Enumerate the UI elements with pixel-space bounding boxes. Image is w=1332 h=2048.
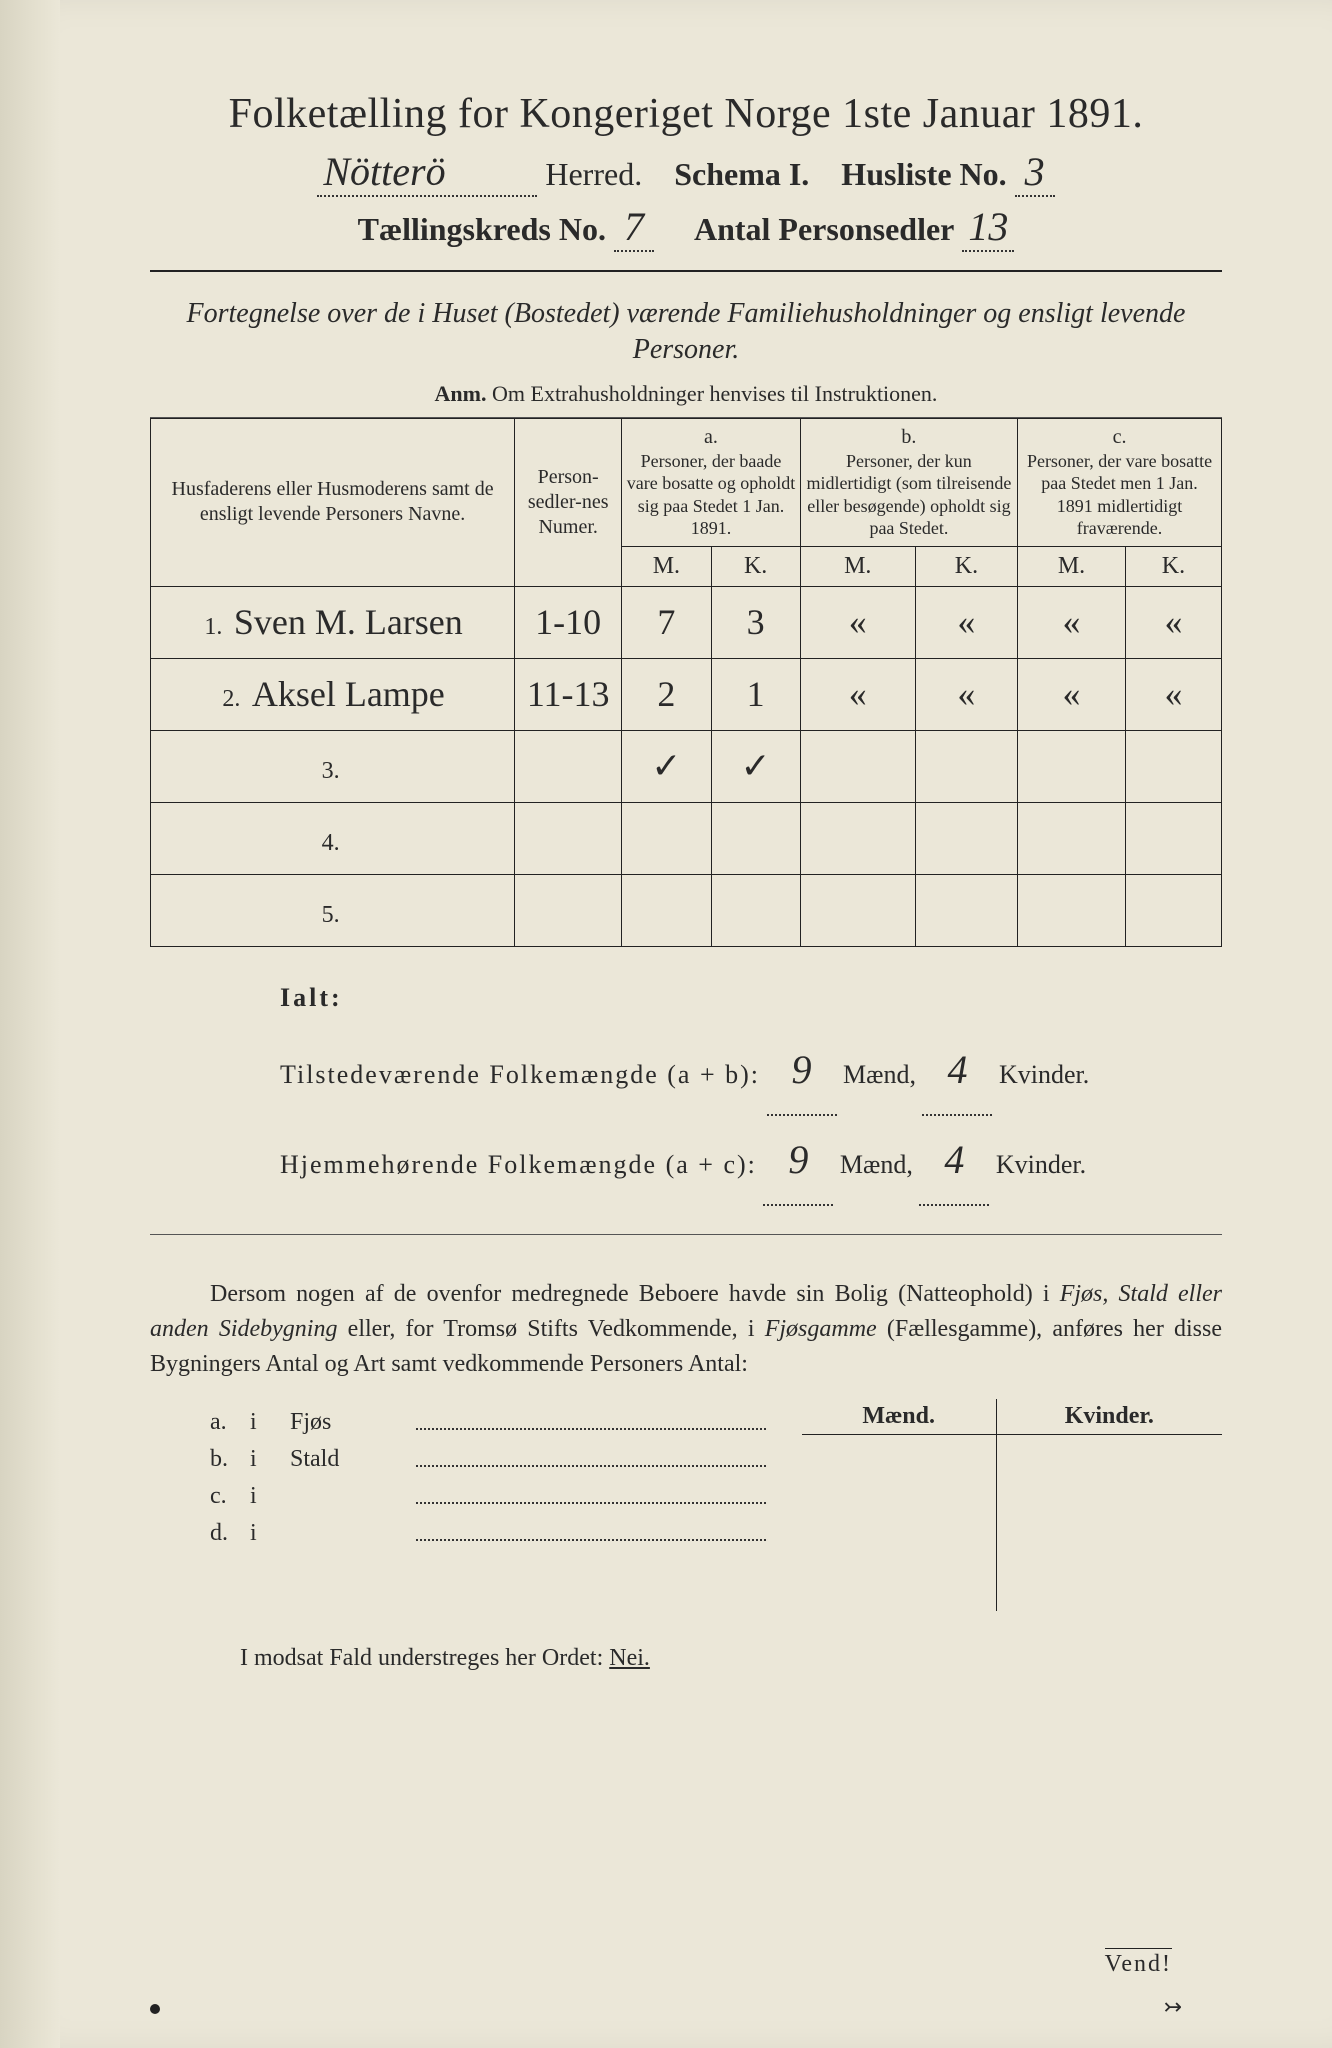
hjemme-label: Hjemmehørende Folkemængde (a + c):: [280, 1150, 757, 1179]
kreds-label: Tællingskreds No.: [358, 211, 606, 247]
tilstede-m: 9: [767, 1026, 837, 1116]
census-form-page: Folketælling for Kongeriget Norge 1ste J…: [0, 0, 1332, 2048]
nei-word: Nei.: [609, 1645, 650, 1671]
kreds-no: 7: [614, 203, 654, 252]
th-nummer: Person-sedler-nes Numer.: [515, 418, 622, 586]
kreds-line: Tællingskreds No. 7 Antal Personsedler 1…: [150, 203, 1222, 252]
th-c-k: K.: [1125, 546, 1221, 586]
census-table: Husfaderens eller Husmoderens samt de en…: [150, 418, 1222, 947]
th-b-k: K.: [915, 546, 1017, 586]
modsat-text: I modsat Fald understreges her Ordet:: [240, 1645, 603, 1671]
anm-visible: Om Extrahusholdninger henvises til Instr…: [492, 381, 937, 406]
th-b-body: Personer, der kun midlertidigt (som tilr…: [805, 450, 1013, 540]
outbuilding-section: a.iFjøs b.iStald c.i d.i Mænd. Kvinder.: [150, 1399, 1222, 1611]
outbuilding-row: c.i: [210, 1483, 772, 1510]
table-row: 2. Aksel Lampe11-1321««««: [151, 658, 1222, 730]
tilstede-label: Tilstedeværende Folkemængde (a + b):: [280, 1060, 760, 1089]
punch-dot-left: [150, 2004, 160, 2014]
th-c: c. Personer, der vare bosatte paa Stedet…: [1018, 418, 1222, 546]
hjemme-line: Hjemmehørende Folkemængde (a + c): 9 Mæn…: [280, 1116, 1222, 1206]
herred-label: Herred.: [545, 156, 642, 192]
th-a-k: K.: [711, 546, 800, 586]
maend-label-2: Mænd,: [840, 1150, 913, 1179]
corner-mark: ↣: [1164, 1994, 1182, 2020]
herred-line: Nötterö Herred. Schema I. Husliste No. 3: [150, 148, 1222, 197]
tilstede-line: Tilstedeværende Folkemængde (a + b): 9 M…: [280, 1026, 1222, 1116]
husliste-no: 3: [1015, 148, 1055, 197]
ialt-label: Ialt:: [280, 983, 343, 1012]
hjemme-k: 4: [919, 1116, 989, 1206]
modsat-line: I modsat Fald understreges her Ordet: Ne…: [150, 1645, 1222, 1672]
outbuilding-row: b.iStald: [210, 1446, 772, 1473]
dersom-paragraph: Dersom nogen af de ovenfor medregnede Be…: [150, 1277, 1222, 1381]
mk-table: Mænd. Kvinder.: [802, 1399, 1222, 1611]
tilstede-k: 4: [922, 1026, 992, 1116]
hjemme-m: 9: [763, 1116, 833, 1206]
kvinder-label-1: Kvinder.: [999, 1060, 1089, 1089]
th-c-top: c.: [1022, 425, 1217, 450]
divider: [150, 270, 1222, 272]
mk-maend: Mænd.: [802, 1399, 996, 1435]
th-b-top: b.: [805, 425, 1013, 450]
table-row: 4.: [151, 802, 1222, 874]
th-b: b. Personer, der kun midlertidigt (som t…: [800, 418, 1017, 546]
table-row: 3. ✓✓: [151, 730, 1222, 802]
schema-label: Schema I.: [674, 156, 809, 192]
herred-value: Nötterö: [317, 148, 537, 197]
mk-wrapper: Mænd. Kvinder.: [802, 1399, 1222, 1611]
husliste-label: Husliste No.: [841, 156, 1006, 192]
outbuilding-row: d.i: [210, 1520, 772, 1547]
table-body: 1. Sven M. Larsen1-1073««««2. Aksel Lamp…: [151, 586, 1222, 946]
anm-note: Anm. Anm. Om Extrahusholdninger henvises…: [150, 381, 1222, 407]
outbuilding-row: a.iFjøs: [210, 1409, 772, 1436]
page-title: Folketælling for Kongeriget Norge 1ste J…: [150, 90, 1222, 138]
antal-no: 13: [962, 203, 1014, 252]
antal-label: Antal Personsedler: [694, 211, 954, 247]
totals-block: Ialt: Tilstedeværende Folkemængde (a + b…: [150, 969, 1222, 1206]
vend-label: Vend!: [1105, 1948, 1172, 1978]
subtitle: Fortegnelse over de i Huset (Bostedet) v…: [150, 296, 1222, 369]
th-a-m: M.: [622, 546, 711, 586]
th-a: a. Personer, der baade vare bosatte og o…: [622, 418, 801, 546]
th-a-top: a.: [626, 425, 796, 450]
title-block: Folketælling for Kongeriget Norge 1ste J…: [150, 90, 1222, 252]
kvinder-label-2: Kvinder.: [996, 1150, 1086, 1179]
table-row: 1. Sven M. Larsen1-1073««««: [151, 586, 1222, 658]
th-b-m: M.: [800, 546, 915, 586]
th-c-m: M.: [1018, 546, 1126, 586]
mk-kvinder: Kvinder.: [996, 1399, 1222, 1435]
maend-label-1: Mænd,: [843, 1060, 916, 1089]
table-row: 5.: [151, 874, 1222, 946]
thin-divider-2: [150, 1234, 1222, 1235]
outbuilding-list: a.iFjøs b.iStald c.i d.i: [150, 1399, 772, 1611]
th-a-body: Personer, der baade vare bosatte og opho…: [626, 450, 796, 540]
th-name: Husfaderens eller Husmoderens samt de en…: [151, 418, 515, 586]
th-c-body: Personer, der vare bosatte paa Stedet me…: [1022, 450, 1217, 540]
